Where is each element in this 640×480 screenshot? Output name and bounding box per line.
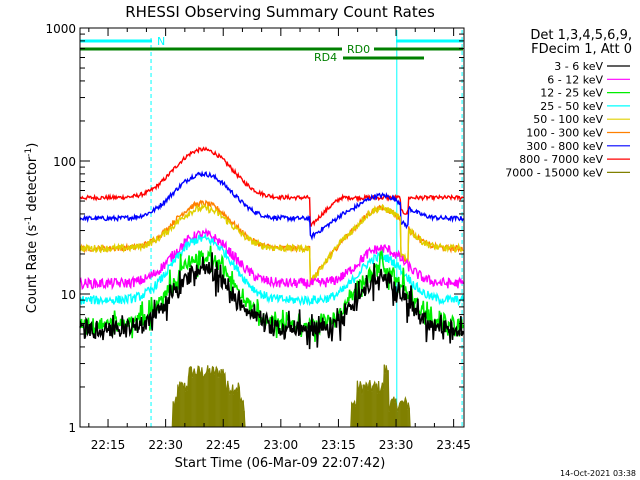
- y-tick-label: 1000: [45, 22, 76, 36]
- series-line: [79, 232, 464, 307]
- series-800-7000-kev: [79, 146, 464, 227]
- y-axis-label-sup1: -1: [24, 216, 34, 225]
- legend-header-line1: Det 1,3,4,5,6,9,: [530, 28, 632, 43]
- x-axis: 22:15 22:30 22:45 23:00 23:15 23:30 23:45: [88, 28, 471, 452]
- flag-n-label: N: [157, 35, 165, 48]
- legend-entry-label: 300 - 800 keV: [526, 140, 603, 153]
- legend-header-line2: FDecim 1, Att 0: [531, 42, 632, 57]
- plot-frame: [79, 27, 465, 428]
- y-tick-label: 1: [68, 421, 76, 435]
- x-tick-label: 23:00: [264, 438, 299, 452]
- legend-entry-label: 50 - 100 keV: [533, 113, 603, 126]
- series-line: [79, 202, 464, 285]
- chart-title: RHESSI Observing Summary Count Rates: [125, 3, 435, 21]
- series-6-12-kev: [79, 227, 464, 291]
- series-300-800-kev: [79, 170, 464, 241]
- legend-entry-label: 100 - 300 keV: [526, 127, 603, 140]
- series-line: [79, 170, 464, 241]
- legend: Det 1,3,4,5,6,9, FDecim 1, Att 0 3 - 6 k…: [505, 28, 632, 179]
- x-axis-label: Start Time (06-Mar-09 22:07:42): [175, 456, 386, 471]
- legend-entry-label: 3 - 6 keV: [554, 60, 603, 73]
- y-tick-label: 100: [53, 155, 76, 169]
- observing-flags: N RD0 RD4: [80, 35, 463, 64]
- series-25-50-kev: [79, 232, 464, 307]
- x-tick-label: 22:30: [148, 438, 183, 452]
- legend-entry-label: 6 - 12 keV: [547, 73, 603, 86]
- x-tick-label: 23:15: [321, 438, 356, 452]
- y-axis-label-end: ): [25, 143, 40, 148]
- legend-entry-label: 25 - 50 keV: [540, 100, 603, 113]
- flag-rd4-label: RD4: [314, 51, 337, 64]
- y-axis-label-start: Count Rate (s: [25, 225, 40, 314]
- flag-rd0-label: RD0: [347, 43, 370, 56]
- x-tick-label: 23:30: [379, 438, 414, 452]
- legend-entry-label: 800 - 7000 keV: [519, 153, 603, 166]
- legend-entry-label: 12 - 25 keV: [540, 87, 603, 100]
- y-axis-label-sup2: -1: [24, 148, 34, 157]
- series-line: [79, 252, 464, 350]
- series-line: [79, 227, 464, 291]
- series-3-6-kev: [79, 252, 464, 350]
- y-tick-label: 10: [61, 288, 76, 302]
- y-axis: 1 10 100 1000: [45, 22, 464, 435]
- x-tick-label: 22:15: [91, 438, 126, 452]
- x-tick-label: 23:45: [436, 438, 471, 452]
- y-axis-label: Count Rate (s-1 detector-1): [24, 143, 40, 314]
- x-tick-label: 22:45: [206, 438, 241, 452]
- y-axis-label-mid: detector: [25, 156, 40, 216]
- generation-timestamp: 14-Oct-2021 03:38: [560, 469, 636, 478]
- series-line: [79, 146, 464, 227]
- legend-entry-label: 7000 - 15000 keV: [505, 166, 603, 179]
- plot-area: [79, 30, 464, 428]
- series-50-100-kev: [79, 202, 464, 285]
